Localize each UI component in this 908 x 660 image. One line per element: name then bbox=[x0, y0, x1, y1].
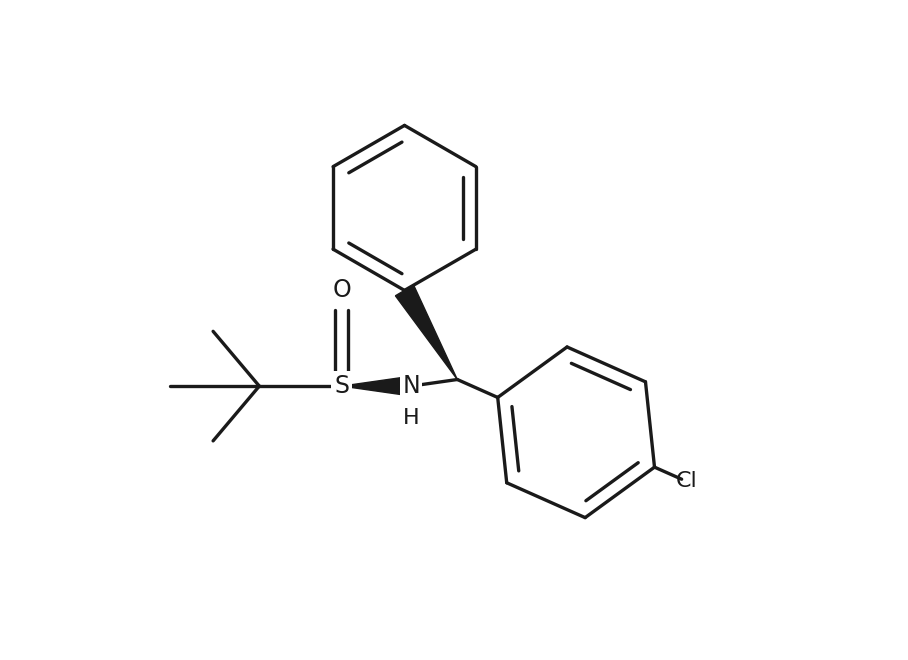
Text: H: H bbox=[403, 408, 419, 428]
Text: O: O bbox=[332, 279, 351, 302]
Polygon shape bbox=[395, 285, 458, 380]
Text: Cl: Cl bbox=[676, 471, 697, 491]
Polygon shape bbox=[341, 376, 411, 396]
Text: S: S bbox=[334, 374, 350, 398]
Text: N: N bbox=[402, 374, 420, 398]
